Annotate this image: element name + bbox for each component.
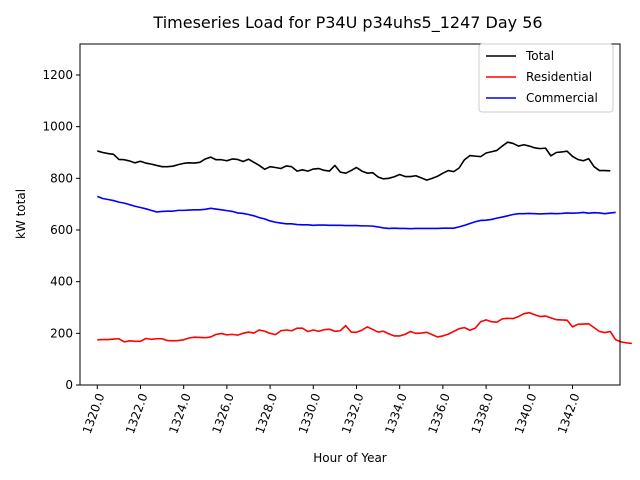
series-line-commercial bbox=[96, 195, 616, 230]
plot-area bbox=[96, 141, 632, 345]
legend-label-residential: Residential bbox=[526, 70, 592, 84]
plot-frame bbox=[79, 43, 621, 386]
legend-label-total: Total bbox=[525, 49, 554, 63]
y-tick-label: 0 bbox=[65, 378, 73, 392]
y-tick-label: 800 bbox=[50, 171, 73, 185]
legend: Total Residential Commercial bbox=[478, 43, 614, 113]
legend-label-commercial: Commercial bbox=[526, 91, 598, 105]
chart-title: Timeseries Load for P34U p34uhs5_1247 Da… bbox=[152, 13, 542, 33]
legend-box bbox=[478, 43, 614, 113]
y-tick-label: 1200 bbox=[42, 68, 73, 82]
y-tick-label: 200 bbox=[50, 326, 73, 340]
y-axis-label: kW total bbox=[14, 189, 28, 239]
y-tick-label: 600 bbox=[50, 223, 73, 237]
y-tick-label: 400 bbox=[50, 275, 73, 289]
y-axis: 0 200 400 600 800 1000 1200 bbox=[42, 68, 80, 392]
series-line-total bbox=[97, 141, 611, 181]
series-line-residential bbox=[97, 311, 632, 345]
y-tick-label: 1000 bbox=[42, 120, 73, 134]
x-axis-label: Hour of Year bbox=[313, 451, 387, 465]
